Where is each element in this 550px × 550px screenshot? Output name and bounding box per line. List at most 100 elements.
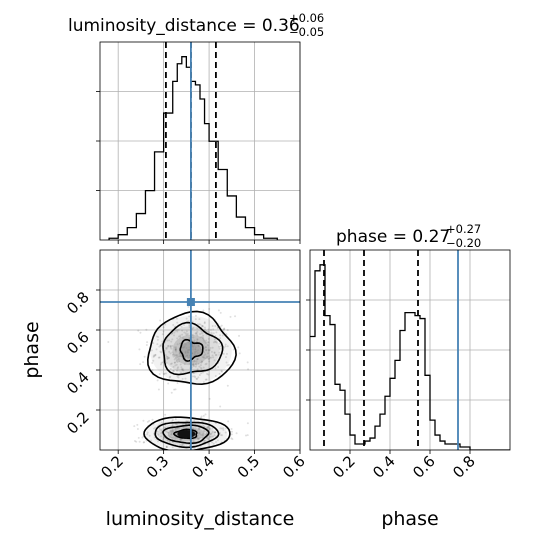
scatter-point bbox=[178, 360, 181, 363]
scatter-point bbox=[181, 329, 184, 332]
scatter-point bbox=[156, 430, 159, 433]
scatter-point bbox=[172, 429, 175, 432]
scatter-point bbox=[202, 424, 205, 427]
scatter-point bbox=[180, 368, 183, 371]
scatter-point bbox=[181, 377, 184, 380]
scatter-point bbox=[169, 436, 172, 439]
scatter-point bbox=[204, 378, 207, 381]
scatter-point bbox=[194, 346, 197, 349]
scatter-point bbox=[169, 430, 172, 433]
scatter-point bbox=[196, 377, 199, 380]
scatter-point bbox=[193, 420, 196, 423]
scatter-point bbox=[219, 345, 222, 348]
scatter-point bbox=[222, 352, 225, 355]
scatter-point bbox=[175, 346, 178, 349]
scatter-point bbox=[202, 325, 205, 328]
scatter-point bbox=[200, 330, 203, 333]
scatter-point bbox=[179, 334, 182, 337]
scatter-point bbox=[168, 350, 171, 353]
scatter-point bbox=[175, 317, 178, 320]
scatter-point bbox=[158, 356, 161, 359]
scatter-point bbox=[216, 327, 219, 330]
scatter-point bbox=[197, 434, 200, 437]
scatter-point bbox=[152, 354, 155, 357]
scatter-point bbox=[193, 339, 196, 342]
scatter-point bbox=[167, 382, 170, 385]
scatter-point bbox=[206, 356, 209, 359]
scatter-point bbox=[209, 427, 212, 430]
scatter-point bbox=[224, 345, 227, 348]
scatter-point bbox=[212, 442, 215, 445]
scatter-point bbox=[148, 419, 151, 422]
scatter-point bbox=[192, 344, 195, 347]
scatter-point bbox=[165, 372, 168, 375]
scatter-point bbox=[218, 351, 221, 354]
scatter-point bbox=[151, 418, 154, 421]
scatter-point bbox=[211, 427, 214, 430]
scatter-point bbox=[186, 350, 189, 353]
scatter-point bbox=[180, 355, 183, 358]
scatter-point bbox=[206, 437, 209, 440]
scatter-point bbox=[202, 381, 205, 384]
scatter-point bbox=[171, 419, 174, 422]
scatter-point bbox=[166, 439, 169, 442]
scatter-point bbox=[162, 326, 165, 329]
scatter-point bbox=[172, 353, 175, 356]
scatter-point bbox=[145, 343, 148, 346]
scatter-point bbox=[171, 424, 174, 427]
scatter-point bbox=[238, 352, 241, 355]
scatter-point bbox=[171, 351, 174, 354]
scatter-point bbox=[155, 432, 158, 435]
scatter-point bbox=[223, 328, 226, 331]
scatter-point bbox=[159, 350, 162, 353]
scatter-point bbox=[196, 357, 199, 360]
scatter-point bbox=[207, 357, 210, 360]
scatter-point bbox=[199, 416, 202, 419]
scatter-point bbox=[213, 431, 216, 434]
scatter-point bbox=[194, 332, 197, 335]
x-axis-label-luminosity-distance: luminosity_distance bbox=[106, 508, 295, 530]
scatter-point bbox=[182, 426, 185, 429]
scatter-point bbox=[198, 432, 201, 435]
contour-line-lower bbox=[143, 416, 231, 450]
scatter-point bbox=[198, 323, 201, 326]
scatter-point bbox=[246, 422, 249, 425]
contour-line-upper bbox=[162, 321, 224, 376]
scatter-point bbox=[160, 421, 163, 424]
scatter-point bbox=[184, 350, 187, 353]
scatter-point bbox=[173, 331, 176, 334]
scatter-point bbox=[205, 426, 208, 429]
scatter-point bbox=[197, 344, 200, 347]
scatter-point bbox=[197, 345, 200, 348]
scatter-point bbox=[213, 352, 216, 355]
scatter-point bbox=[223, 327, 226, 330]
scatter-point bbox=[207, 349, 210, 352]
scatter-point bbox=[212, 341, 215, 344]
scatter-point bbox=[165, 445, 168, 448]
scatter-point bbox=[246, 361, 249, 364]
scatter-point bbox=[143, 441, 146, 444]
scatter-point bbox=[178, 353, 181, 356]
scatter-point bbox=[171, 420, 174, 423]
histogram-step-luminosity-distance bbox=[108, 56, 278, 240]
scatter-point bbox=[181, 367, 184, 370]
scatter-point bbox=[166, 357, 169, 360]
scatter-point bbox=[195, 331, 198, 334]
scatter-point bbox=[169, 375, 172, 378]
scatter-point bbox=[195, 360, 198, 363]
scatter-point bbox=[170, 391, 173, 394]
scatter-point bbox=[200, 367, 203, 370]
scatter-point bbox=[183, 331, 186, 334]
scatter-point bbox=[201, 371, 204, 374]
scatter-point bbox=[224, 343, 227, 346]
scatter-point bbox=[199, 323, 202, 326]
scatter-point bbox=[205, 348, 208, 351]
scatter-point bbox=[177, 335, 180, 338]
scatter-point bbox=[171, 427, 174, 430]
scatter-point bbox=[211, 435, 214, 438]
scatter-point bbox=[152, 355, 155, 358]
scatter-point bbox=[169, 346, 172, 349]
scatter-point bbox=[218, 432, 221, 435]
scatter-point bbox=[213, 434, 216, 437]
scatter-point bbox=[200, 360, 203, 363]
